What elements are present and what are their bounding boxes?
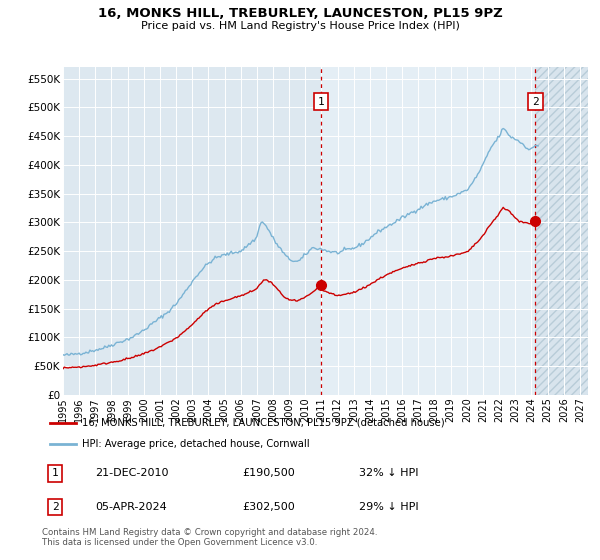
Bar [535,67,588,395]
Text: Contains HM Land Registry data © Crown copyright and database right 2024.
This d: Contains HM Land Registry data © Crown c… [42,528,377,547]
Text: 29% ↓ HPI: 29% ↓ HPI [359,502,418,512]
Text: 05-APR-2024: 05-APR-2024 [95,502,167,512]
Text: £190,500: £190,500 [242,468,295,478]
Text: 2: 2 [532,96,539,106]
Text: HPI: Average price, detached house, Cornwall: HPI: Average price, detached house, Corn… [82,439,309,449]
Text: 32% ↓ HPI: 32% ↓ HPI [359,468,418,478]
Text: £302,500: £302,500 [242,502,295,512]
Text: 21-DEC-2010: 21-DEC-2010 [95,468,168,478]
Bar [321,67,535,395]
Text: 1: 1 [52,468,59,478]
Text: Price paid vs. HM Land Registry's House Price Index (HPI): Price paid vs. HM Land Registry's House … [140,21,460,31]
Text: 16, MONKS HILL, TREBURLEY, LAUNCESTON, PL15 9PZ (detached house): 16, MONKS HILL, TREBURLEY, LAUNCESTON, P… [82,418,444,428]
Text: 1: 1 [317,96,325,106]
Text: 2: 2 [52,502,59,512]
Text: 16, MONKS HILL, TREBURLEY, LAUNCESTON, PL15 9PZ: 16, MONKS HILL, TREBURLEY, LAUNCESTON, P… [98,7,502,20]
